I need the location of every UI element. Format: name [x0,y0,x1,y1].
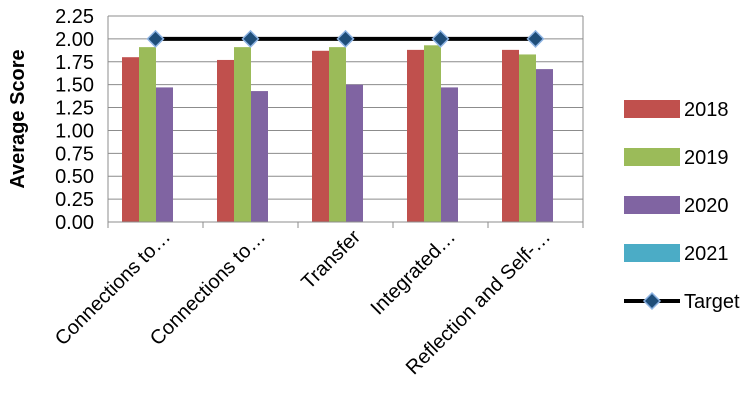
legend-label: 2019 [684,147,729,169]
legend: 2018 2019 2020 2021 Target [624,99,740,313]
target-marker [431,29,450,48]
legend-swatch [624,196,680,214]
y-tick-label: 1.75 [55,52,94,74]
legend-swatch [624,244,680,262]
legend-target-marker [642,291,662,311]
legend-label: 2018 [684,99,729,121]
bar [407,49,424,223]
legend-label: 2021 [684,243,729,265]
legend-swatch [624,100,680,118]
bars [122,45,553,223]
target-marker [336,29,355,48]
x-tick-label: Transfer [297,226,365,294]
y-tick-label: 2.25 [55,6,94,28]
y-tick-label: 0.00 [55,212,94,234]
bar [424,45,441,223]
bar [519,54,536,222]
bar [139,47,156,222]
bar [251,91,268,222]
target-marker [146,29,165,48]
legend-label: Target [684,291,740,313]
x-tick-labels: Connections to…Connections to… Transfer In… [51,226,555,379]
bar [217,59,234,222]
bar [329,47,346,222]
target-marker [526,29,545,48]
bar [234,47,251,222]
bar [441,87,458,222]
y-tick-label: 2.00 [55,29,94,51]
y-tick-label: 1.00 [55,120,94,142]
axes [107,16,584,228]
x-tick-label: Integrated… [367,226,460,319]
bar [122,57,139,223]
target-marker [241,29,260,48]
bar [502,49,519,223]
y-axis-label: Average Score [7,49,29,188]
bar [312,50,329,223]
target-line [146,29,545,48]
y-tick-labels: 0.000.250.500.751.001.251.501.752.002.25 [55,6,94,234]
y-tick-label: 1.25 [55,98,94,120]
bar [156,87,173,222]
bar [536,69,553,222]
legend-swatch [624,148,680,166]
y-tick-label: 1.50 [55,75,94,97]
bar [346,84,363,223]
y-tick-label: 0.75 [55,143,94,165]
y-tick-label: 0.50 [55,166,94,188]
y-tick-label: 0.25 [55,189,94,211]
legend-label: 2020 [684,195,729,217]
